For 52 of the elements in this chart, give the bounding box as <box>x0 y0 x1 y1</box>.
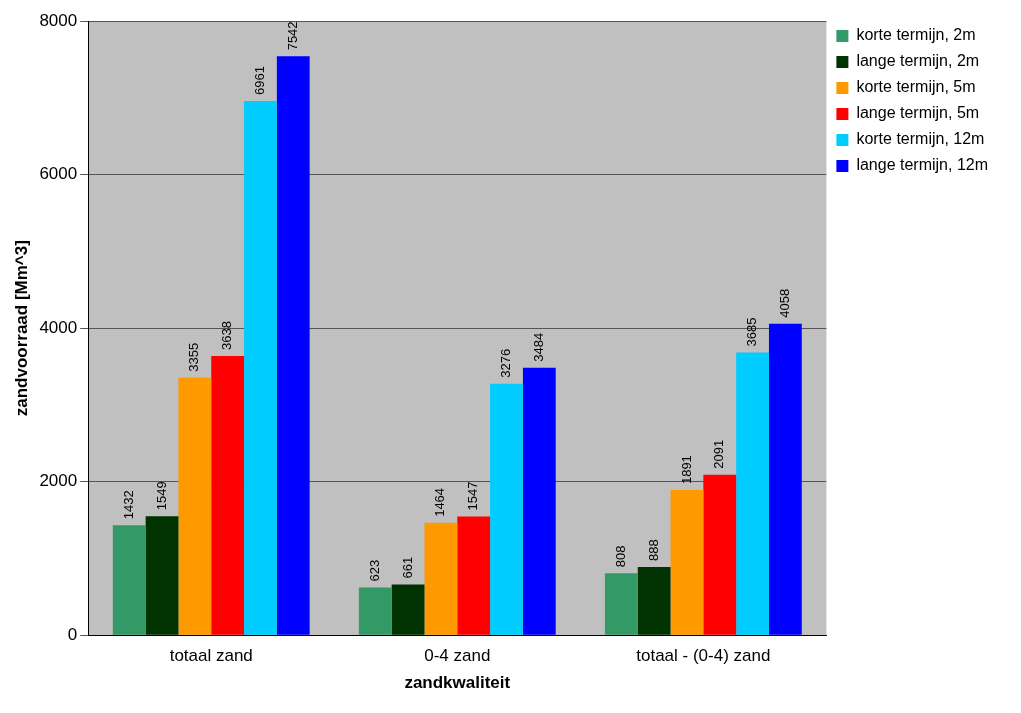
data-label: 1432 <box>120 490 136 520</box>
data-label: 3638 <box>219 321 235 350</box>
bar <box>145 516 179 635</box>
data-label: 1464 <box>432 487 448 517</box>
bar <box>276 56 310 635</box>
legend-label: lange termijn, 2m <box>856 52 980 70</box>
legend-label: korte termijn, 2m <box>856 26 976 44</box>
legend-label: korte termijn, 5m <box>856 78 976 96</box>
data-label: 661 <box>399 556 415 579</box>
bar <box>457 516 491 635</box>
legend-label: lange termijn, 12m <box>856 156 989 174</box>
x-tick-label: totaal zand <box>169 646 253 666</box>
bar <box>522 367 556 635</box>
y-tick-label: 0 <box>67 624 78 644</box>
bar <box>703 474 737 635</box>
data-label: 2091 <box>711 439 727 469</box>
bar <box>244 100 277 635</box>
data-label: 3355 <box>186 342 202 372</box>
data-label: 4058 <box>776 288 792 318</box>
data-label: 3484 <box>530 332 546 362</box>
y-tick-label: 8000 <box>39 10 78 30</box>
bar <box>490 383 523 635</box>
bar <box>736 352 769 635</box>
data-label: 3685 <box>744 317 760 347</box>
data-label: 3276 <box>498 348 514 378</box>
data-label: 623 <box>366 559 382 582</box>
y-tick-label: 6000 <box>39 164 78 184</box>
bar <box>112 525 146 635</box>
x-axis-title: zandkwaliteit <box>404 673 511 693</box>
bar <box>358 587 392 635</box>
y-axis-title: zandvoorraad [Mm^3] <box>11 240 31 417</box>
data-label: 1549 <box>153 481 169 511</box>
x-tick-label: 0-4 zand <box>424 646 491 666</box>
bar <box>391 584 425 635</box>
bar <box>211 355 245 635</box>
x-tick-label: totaal - (0-4) zand <box>636 646 771 666</box>
data-label: 808 <box>612 545 628 568</box>
bar <box>670 490 704 635</box>
bar <box>178 377 212 635</box>
legend-label: lange termijn, 5m <box>856 104 980 122</box>
data-label: 1547 <box>465 481 481 511</box>
y-tick-label: 2000 <box>39 471 78 491</box>
data-label: 6961 <box>252 66 268 95</box>
data-label: 7542 <box>284 21 300 51</box>
bar <box>637 567 671 635</box>
legend-label: korte termijn, 12m <box>856 130 985 148</box>
bar <box>424 522 458 635</box>
y-tick-label: 4000 <box>39 317 78 337</box>
bar <box>768 323 802 635</box>
data-label: 1891 <box>678 455 694 485</box>
data-label: 888 <box>645 539 661 562</box>
bar <box>604 573 638 635</box>
